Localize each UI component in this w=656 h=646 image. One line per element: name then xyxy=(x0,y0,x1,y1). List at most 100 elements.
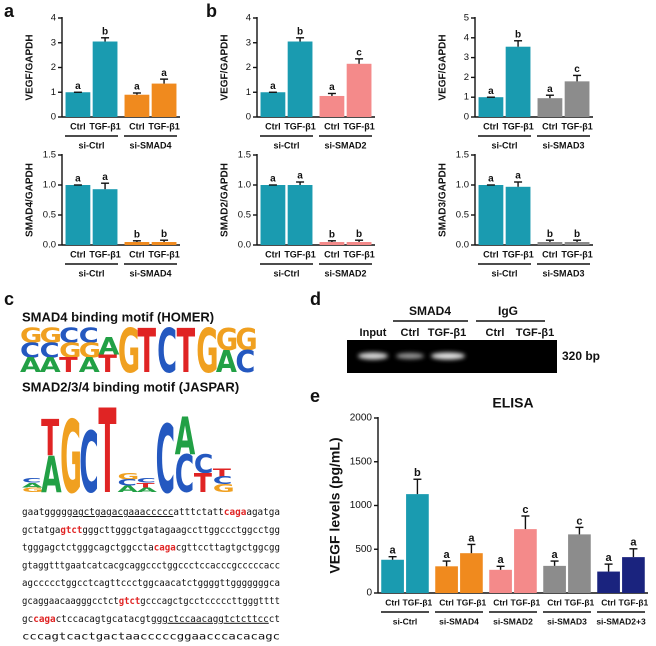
y-tick-label: 1 xyxy=(246,87,251,98)
y-axis-label: VEGF levels (pg/mL) xyxy=(327,437,343,573)
sequence-segment: gcccagctgcctcccccttgggtttt xyxy=(140,596,280,607)
logo-letter: C xyxy=(156,406,175,515)
gel-band xyxy=(358,352,388,360)
y-tick-label: 0 xyxy=(51,112,56,123)
logo-letter: T xyxy=(98,384,116,519)
x-tick-label: Ctrl xyxy=(70,249,86,259)
logo-letter: G xyxy=(20,324,42,348)
gel-group: IgG xyxy=(498,304,518,318)
y-tick-label: 1 xyxy=(464,92,469,103)
sequence-segment: caga xyxy=(224,507,246,518)
sequence-line: gctatgagtctgggcttgggctgatagaagccttggccct… xyxy=(22,525,280,536)
motif-title: SMAD4 binding motif (HOMER) xyxy=(22,309,214,324)
x-tick-label: TGF-β1 xyxy=(89,249,121,259)
bar xyxy=(514,529,537,593)
sequence-segment: agccccctggcctcagttccctggcaacatctggggttgg… xyxy=(22,578,280,589)
y-tick-label: 2 xyxy=(464,72,469,83)
significance-letter: a xyxy=(161,68,167,79)
x-tick-label: TGF-β1 xyxy=(619,597,649,607)
x-tick-label: TGF-β1 xyxy=(457,597,487,607)
group-label: si-SMAD4 xyxy=(129,140,171,150)
logo-letter: T xyxy=(194,469,212,499)
significance-letter: b xyxy=(356,229,362,240)
group-label: si-Ctrl xyxy=(491,140,517,150)
x-tick-label: TGF-β1 xyxy=(561,121,593,131)
motif-title: SMAD2/3/4 binding motif (JASPAR) xyxy=(22,379,239,394)
bar xyxy=(346,63,372,117)
logo-letter: A xyxy=(98,333,119,361)
sequence-segment: cgttccttagtgctggcgg xyxy=(176,543,280,554)
logo-letter: A xyxy=(175,407,196,467)
sequence-line: cccagtcactgactaacccccggaacccacacagc xyxy=(22,632,280,643)
group-label: si-SMAD4 xyxy=(439,616,479,626)
logo-letter: T xyxy=(138,318,157,388)
significance-letter: a xyxy=(390,545,397,557)
significance-letter: b xyxy=(547,229,553,240)
sequence-segment: gcaggaacaagggcctct xyxy=(22,596,119,607)
sequence-segment: tgggagctctgggcagctggccta xyxy=(22,543,154,554)
bar xyxy=(319,95,345,117)
gel-band xyxy=(431,352,465,360)
logo-letter: A xyxy=(137,486,158,494)
group-label: si-SMAD3 xyxy=(542,140,584,150)
y-tick-label: 1.5 xyxy=(456,150,469,161)
sequence-segment: caga xyxy=(154,543,176,554)
y-tick-label: 0 xyxy=(246,112,251,123)
group-label: si-SMAD4 xyxy=(129,268,171,278)
x-tick-label: TGF-β1 xyxy=(561,249,593,259)
logo-letter: C xyxy=(22,477,41,485)
sequence-line: gtaggtttgaatcatcacgcaggccctggccctccacccg… xyxy=(22,560,280,571)
group-label: si-SMAD2+3 xyxy=(596,616,646,626)
lane-label: Ctrl xyxy=(486,327,505,339)
logo-letter: C xyxy=(235,344,255,380)
bar xyxy=(505,186,531,245)
panel-label: a xyxy=(4,1,15,21)
significance-letter: a xyxy=(270,81,276,92)
significance-letter: a xyxy=(329,82,335,93)
x-tick-label: TGF-β1 xyxy=(343,249,375,259)
logo-letter: T xyxy=(213,466,231,479)
bar xyxy=(568,534,591,593)
bar xyxy=(597,571,620,593)
logo-letter: A xyxy=(117,484,139,494)
panel-label: d xyxy=(310,289,321,309)
significance-letter: a xyxy=(270,174,276,185)
logo-letter: T xyxy=(41,411,60,468)
bar xyxy=(346,242,372,245)
bar xyxy=(622,557,645,593)
significance-letter: a xyxy=(75,174,81,185)
significance-letter: b xyxy=(329,229,335,240)
logo-letter: C xyxy=(40,339,60,363)
y-tick-label: 0.5 xyxy=(238,210,251,221)
x-tick-label: TGF-β1 xyxy=(403,597,433,607)
logo-letter: T xyxy=(59,354,78,378)
y-tick-label: 4 xyxy=(464,32,469,43)
significance-letter: a xyxy=(468,532,475,544)
bar xyxy=(92,189,118,245)
bar xyxy=(406,494,429,593)
sequence-segment: atttctatt xyxy=(173,507,223,518)
x-tick-label: Ctrl xyxy=(542,121,558,131)
significance-letter: a xyxy=(498,554,505,566)
x-tick-label: TGF-β1 xyxy=(148,249,180,259)
logo-letter: G xyxy=(196,318,218,388)
significance-letter: b xyxy=(161,229,167,240)
y-tick-label: 1.0 xyxy=(43,180,56,191)
y-tick-label: 1000 xyxy=(350,500,373,511)
bar xyxy=(124,94,150,117)
logo-letter: G xyxy=(118,318,140,388)
significance-letter: a xyxy=(488,174,494,185)
group-label: si-Ctrl xyxy=(78,140,104,150)
gel-group: SMAD4 xyxy=(409,304,451,318)
logo-letter: A xyxy=(40,354,62,378)
sequence-segment: ggctccaacaggtctcttcc xyxy=(157,614,269,625)
group-label: si-Ctrl xyxy=(78,268,104,278)
x-tick-label: TGF-β1 xyxy=(511,597,541,607)
x-tick-label: Ctrl xyxy=(265,121,281,131)
logo-letter: G xyxy=(22,486,44,494)
sequence-segment: agatga xyxy=(246,507,280,518)
significance-letter: b xyxy=(574,229,580,240)
logo-letter: C xyxy=(117,478,136,488)
sequence-segment: gaatggggg xyxy=(22,507,72,518)
